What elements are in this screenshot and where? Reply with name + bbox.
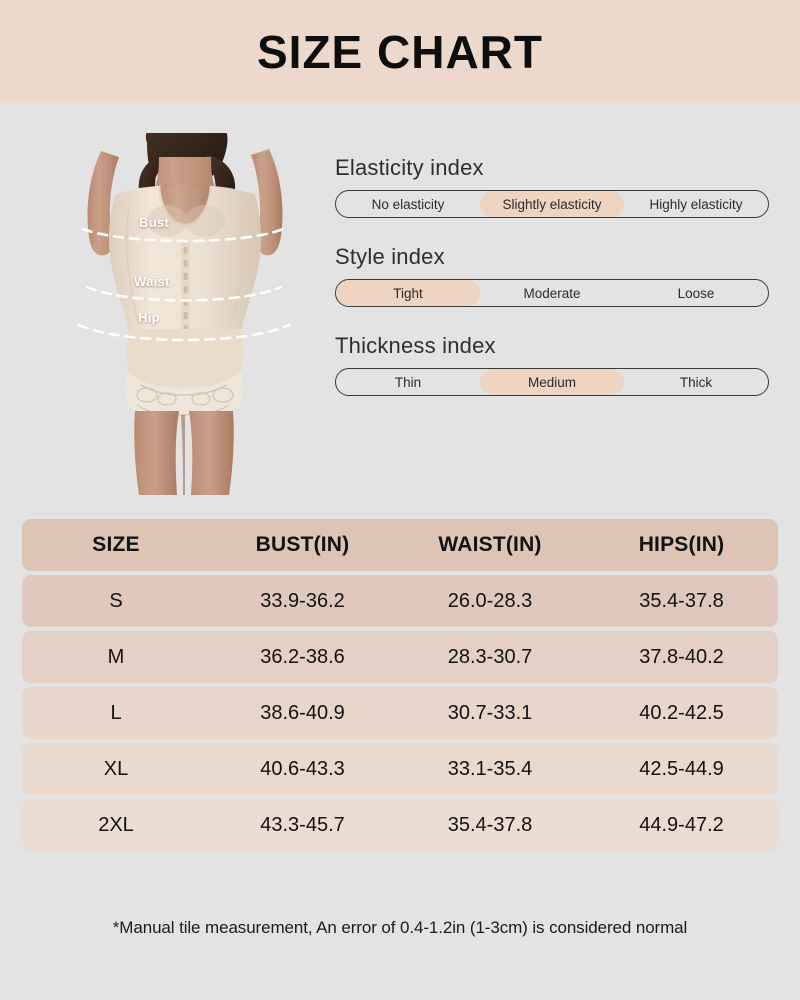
thickness-option-thick[interactable]: Thick [679, 374, 713, 390]
cell-hips: 40.2-42.5 [639, 701, 724, 724]
cell-hips: 35.4-37.8 [639, 589, 724, 612]
cell-bust: 36.2-38.6 [260, 645, 345, 668]
style-option-tight[interactable]: Tight [336, 280, 480, 306]
cell-bust: 33.9-36.2 [260, 589, 345, 612]
thickness-index-block: Thickness index Thin Medium Thick [335, 333, 769, 396]
elasticity-index-block: Elasticity index No elasticity Slightly … [335, 155, 769, 218]
style-index-block: Style index Tight Moderate Loose [335, 244, 769, 307]
thickness-option-medium[interactable]: Medium [480, 369, 624, 395]
size-table: SIZE BUST(IN) WAIST(IN) HIPS(IN) S 33.9-… [22, 519, 778, 851]
cell-size: 2XL [98, 813, 134, 836]
cell-bust: 40.6-43.3 [260, 757, 345, 780]
measurement-lines [77, 227, 291, 342]
product-photo-illustration [55, 133, 315, 495]
cell-waist: 28.3-30.7 [447, 645, 533, 668]
hip-label: Hip [138, 310, 160, 325]
column-header-hips: HIPS(IN) [638, 533, 725, 556]
style-index-heading: Style index [335, 244, 445, 269]
cell-size: S [109, 589, 123, 612]
table-row: M 36.2-38.6 28.3-30.7 37.8-40.2 [22, 631, 778, 683]
cell-size: XL [103, 757, 129, 780]
style-option-moderate[interactable]: Moderate [523, 285, 581, 301]
table-row: 2XL 43.3-45.7 35.4-37.8 44.9-47.2 [22, 799, 778, 851]
table-row: L 38.6-40.9 30.7-33.1 40.2-42.5 [22, 687, 778, 739]
product-photo: Bust Waist Hip [55, 133, 315, 495]
elasticity-option-highly-elasticity[interactable]: Highly elasticity [649, 196, 743, 212]
index-column: Elasticity index No elasticity Slightly … [335, 155, 769, 396]
table-header-row: SIZE BUST(IN) WAIST(IN) HIPS(IN) [22, 519, 778, 571]
style-option-loose[interactable]: Loose [677, 285, 715, 301]
style-index-bar: Tight Moderate Loose [335, 279, 769, 307]
cell-hips: 37.8-40.2 [639, 645, 724, 668]
waist-label: Waist [134, 274, 170, 289]
thickness-index-heading: Thickness index [335, 333, 496, 358]
elasticity-option-no-elasticity[interactable]: No elasticity [371, 196, 445, 212]
elasticity-index-bar: No elasticity Slightly elasticity Highly… [335, 190, 769, 218]
cell-bust: 38.6-40.9 [260, 701, 345, 724]
table-row: S 33.9-36.2 26.0-28.3 35.4-37.8 [22, 575, 778, 627]
table-row: XL 40.6-43.3 33.1-35.4 42.5-44.9 [22, 743, 778, 795]
cell-waist: 26.0-28.3 [447, 589, 533, 612]
cell-waist: 30.7-33.1 [447, 701, 533, 724]
thickness-option-thin[interactable]: Thin [394, 374, 422, 390]
cell-waist: 35.4-37.8 [447, 813, 533, 836]
cell-hips: 44.9-47.2 [639, 813, 724, 836]
elasticity-index-heading: Elasticity index [335, 155, 484, 180]
cell-waist: 33.1-35.4 [447, 757, 533, 780]
header-band: SIZE CHART [0, 0, 800, 103]
page-title: SIZE CHART [257, 25, 543, 78]
column-header-size: SIZE [92, 533, 140, 556]
upper-section: Bust Waist Hip Elasticity index No elast… [0, 103, 800, 495]
bust-label: Bust [139, 215, 170, 230]
cell-size: M [107, 645, 125, 668]
cell-bust: 43.3-45.7 [260, 813, 345, 836]
elasticity-option-slightly-elasticity[interactable]: Slightly elasticity [480, 191, 624, 217]
column-header-bust: BUST(IN) [255, 533, 350, 556]
cell-size: L [110, 701, 122, 724]
thickness-index-bar: Thin Medium Thick [335, 368, 769, 396]
cell-hips: 42.5-44.9 [639, 757, 724, 780]
measurement-disclaimer: *Manual tile measurement, An error of 0.… [112, 918, 688, 937]
column-header-waist: WAIST(IN) [438, 533, 542, 556]
